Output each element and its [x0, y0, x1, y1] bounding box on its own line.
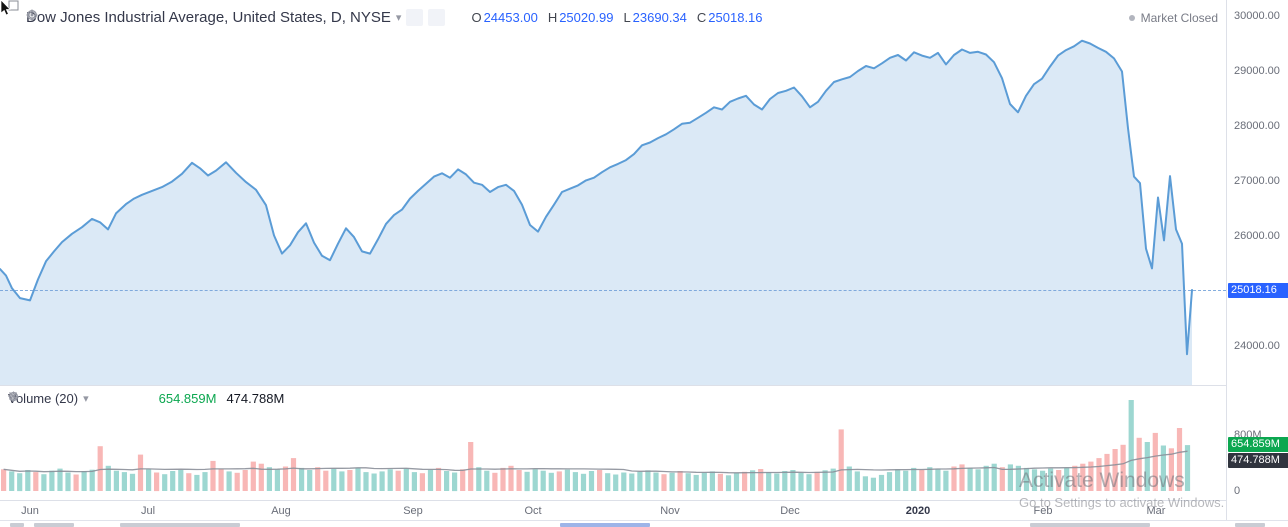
cropped-content [560, 523, 650, 527]
high-label: H [547, 10, 558, 25]
volume-pane[interactable]: Volume (20) ▾ 654.859M 474.788M [0, 386, 1226, 501]
price-pane[interactable]: Dow Jones Industrial Average, United Sta… [0, 0, 1226, 386]
volume-header: Volume (20) ▾ 654.859M 474.788M [8, 391, 284, 406]
last-price-label: 25018.16 [1228, 283, 1288, 298]
volume-label: 654.859M [1228, 437, 1288, 452]
symbol-header: Dow Jones Industrial Average, United Sta… [26, 9, 763, 26]
time-tick-label: Feb [1033, 505, 1053, 517]
bottom-toolbar-cropped[interactable] [0, 520, 1288, 527]
price-area-fill [0, 40, 1192, 385]
price-tick-label: 28000.00 [1234, 120, 1280, 132]
price-tick-label: 24000.00 [1234, 340, 1280, 352]
cropped-content [34, 523, 74, 527]
settings-icon[interactable] [26, 9, 446, 26]
cropped-content [10, 523, 24, 527]
settings-icon[interactable] [8, 391, 129, 406]
price-scale[interactable]: 25018.16 654.859M 474.788M 30000.00 29000… [1226, 0, 1288, 521]
close-icon[interactable] [9, 391, 149, 406]
time-tick-label: 2020 [905, 505, 931, 517]
visibility-icon[interactable] [8, 391, 109, 406]
time-tick-label: Dec [780, 505, 800, 517]
price-line-series [0, 39, 1193, 356]
close-value: 25018.16 [708, 10, 763, 25]
volume-ma-value: 474.788M [226, 391, 285, 406]
volume-indicator-label[interactable]: Volume (20) [8, 391, 79, 406]
low-value: 23690.34 [632, 10, 687, 25]
price-tick-label: 29000.00 [1234, 65, 1280, 77]
chevron-down-icon[interactable]: ▾ [395, 12, 402, 24]
ohlc-values: O 24453.00 H 25020.99 L 23690.34 C 25018.16 [461, 10, 762, 25]
time-tick-label: Oct [524, 505, 542, 517]
chevron-down-icon[interactable]: ▾ [83, 393, 89, 405]
volume-ma-line [3, 450, 1188, 474]
time-tick-label: Aug [271, 505, 291, 517]
time-tick-label: Mar [1146, 505, 1166, 517]
price-tick-label: 30000.00 [1234, 10, 1280, 22]
market-status: Market Closed [1128, 11, 1218, 25]
cropped-content [1030, 523, 1150, 527]
volume-bars [1, 400, 1191, 492]
volume-current-value: 654.859M [158, 391, 217, 406]
open-label: O [471, 10, 482, 25]
high-value: 25020.99 [559, 10, 614, 25]
close-label: C [696, 10, 707, 25]
open-value: 24453.00 [483, 10, 538, 25]
price-tick-label: 27000.00 [1234, 175, 1280, 187]
low-label: L [623, 10, 631, 25]
time-axis[interactable]: Jun Jul Aug Sep Oct Nov Dec 2020 Feb Mar [0, 501, 1226, 520]
last-price-line [0, 290, 1226, 291]
time-tick-label: Nov [660, 505, 680, 517]
market-status-label: Market Closed [1140, 11, 1218, 25]
visibility-icon[interactable] [26, 9, 424, 26]
price-area-chart [0, 39, 1193, 385]
symbol-title[interactable]: Dow Jones Industrial Average, United Sta… [26, 9, 391, 26]
time-tick-label: Sep [403, 505, 423, 517]
price-tick-label: 26000.00 [1234, 230, 1280, 242]
volume-bar-chart [1, 400, 1191, 492]
volume-ma-label: 474.788M [1228, 453, 1288, 468]
cropped-content [120, 523, 240, 527]
time-tick-label: Jun [21, 505, 39, 517]
cropped-content [1235, 523, 1265, 527]
volume-tick-label: 0 [1234, 485, 1241, 497]
time-tick-label: Jul [140, 505, 156, 517]
market-status-dot-icon [1128, 15, 1135, 21]
